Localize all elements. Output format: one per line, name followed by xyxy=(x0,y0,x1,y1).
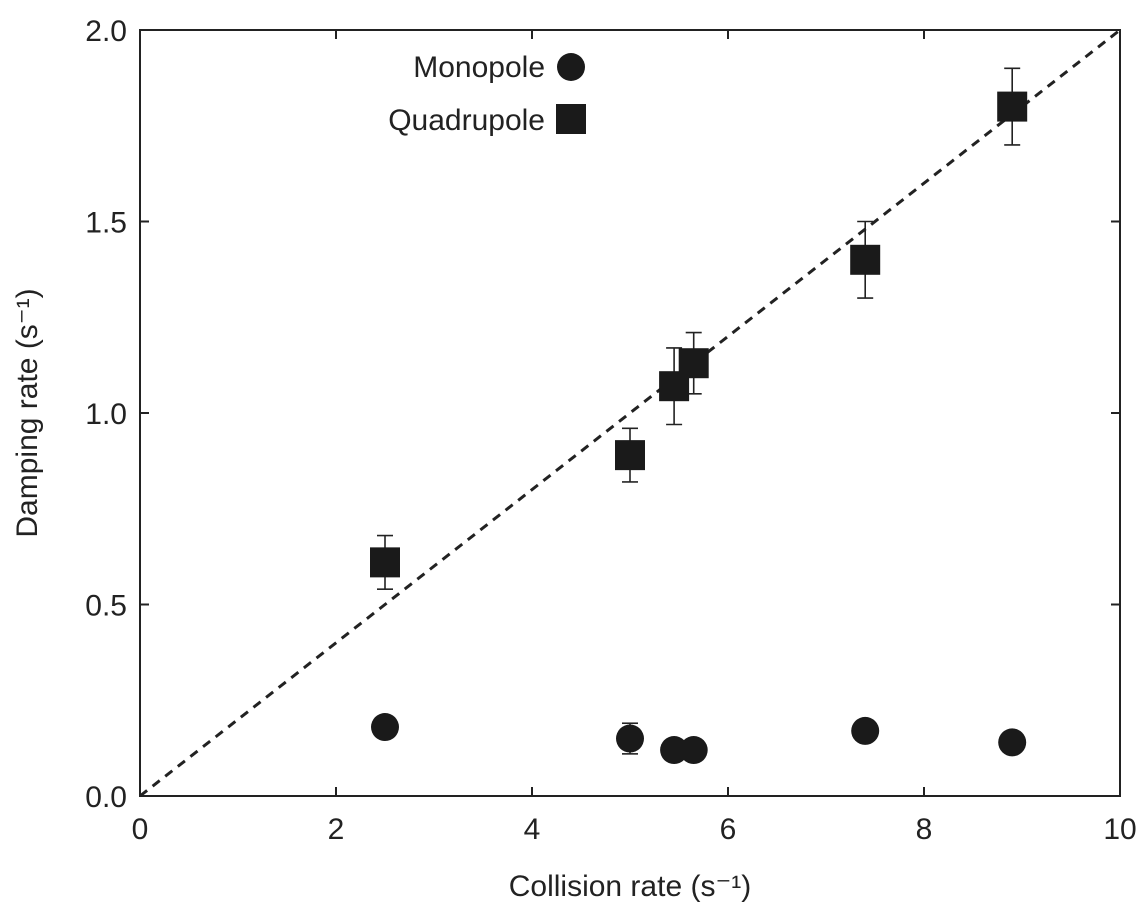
y-tick-label: 0.5 xyxy=(85,590,127,623)
point-monopole xyxy=(616,724,644,753)
markers-group xyxy=(370,91,1028,765)
point-quadrupole xyxy=(615,440,645,471)
x-tick-label: 8 xyxy=(916,813,933,846)
x-tick-label: 10 xyxy=(1103,813,1136,846)
x-tick-label: 2 xyxy=(328,813,345,846)
point-monopole xyxy=(371,713,399,742)
legend-marker-quadrupole xyxy=(556,104,586,134)
legend: Monopole Quadrupole xyxy=(388,51,586,137)
x-tick-label: 6 xyxy=(720,813,737,846)
point-monopole xyxy=(998,728,1027,757)
point-quadrupole xyxy=(370,547,400,578)
ticks-group: 0 2 4 6 8 10 0.0 0.5 1.0 1.5 2.0 xyxy=(85,15,1136,846)
x-axis-label: Collision rate (s⁻¹) xyxy=(509,870,752,903)
point-quadrupole xyxy=(997,91,1028,122)
reference-line xyxy=(139,28,1121,798)
error-bars-group xyxy=(377,67,1021,755)
y-tick-label: 1.0 xyxy=(85,398,127,431)
legend-label-monopole: Monopole xyxy=(413,51,545,84)
y-axis-label: Damping rate (s⁻¹) xyxy=(11,288,44,537)
y-tick-label: 1.5 xyxy=(85,207,127,240)
x-tick-label: 0 xyxy=(132,813,149,846)
point-monopole xyxy=(660,736,689,765)
point-quadrupole xyxy=(850,244,881,275)
point-quadrupole xyxy=(678,348,709,379)
y-tick-label: 2.0 xyxy=(85,15,127,48)
y-tick-label: 0.0 xyxy=(85,781,127,814)
reference-line-group xyxy=(139,28,1121,798)
point-monopole xyxy=(851,716,880,745)
legend-marker-monopole xyxy=(557,53,585,81)
legend-label-quadrupole: Quadrupole xyxy=(388,104,545,137)
x-tick-label: 4 xyxy=(524,813,541,846)
point-monopole xyxy=(679,736,708,765)
